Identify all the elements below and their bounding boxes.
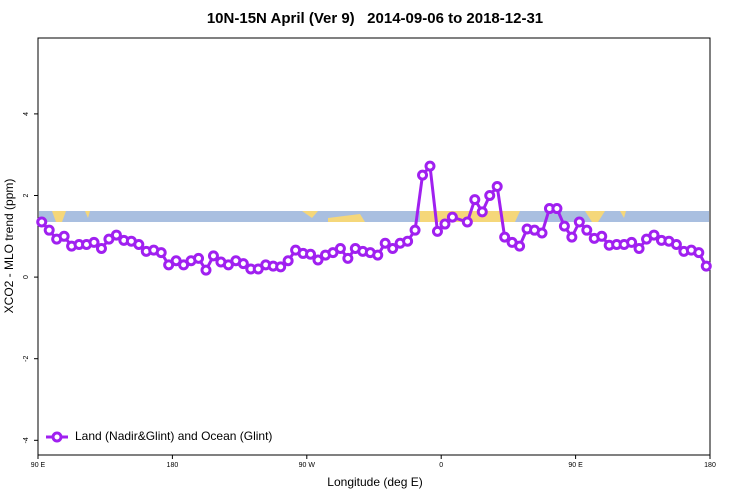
land-blob (52, 211, 66, 222)
point (566, 231, 578, 243)
point (387, 243, 399, 255)
point (372, 249, 384, 261)
point (476, 206, 488, 218)
point (88, 236, 100, 248)
point (499, 231, 511, 243)
point (312, 254, 324, 266)
legend-label: Land (Nadir&Glint) and Ocean (Glint) (75, 429, 272, 443)
point (58, 230, 70, 242)
point (581, 224, 593, 236)
point (207, 250, 219, 262)
point (596, 230, 608, 242)
point (282, 255, 294, 267)
point (439, 218, 451, 230)
point (626, 236, 638, 248)
point (431, 225, 443, 237)
x-tick-label: 0 (439, 462, 443, 469)
point (193, 252, 205, 264)
land-blob (85, 211, 90, 218)
land-blob (620, 211, 626, 218)
land-blob (585, 211, 605, 222)
point (693, 247, 705, 259)
legend-marker (51, 431, 63, 443)
y-tick-label: 2 (23, 193, 30, 197)
point (95, 243, 107, 255)
plot-frame (37, 37, 711, 456)
chart-title: 10N-15N April (Ver 9) 2014-09-06 to 2018… (207, 10, 543, 27)
point (110, 229, 122, 241)
y-tick-label: 0 (23, 275, 30, 279)
map-strip (39, 211, 709, 222)
point (514, 240, 526, 252)
x-tick-label: 90 W (299, 462, 316, 469)
point (409, 224, 421, 236)
x-tick-label: 90 E (568, 462, 583, 469)
x-tick-label: 180 (167, 462, 179, 469)
y-tick-label: -4 (23, 437, 30, 443)
point (342, 252, 354, 264)
point (461, 216, 473, 228)
point (43, 224, 55, 236)
point (155, 247, 167, 259)
point (633, 243, 645, 255)
point (573, 216, 585, 228)
legend: Land (Nadir&Glint) and Ocean (Glint) (39, 423, 279, 451)
point (36, 216, 48, 228)
point (700, 260, 712, 272)
point (469, 194, 481, 206)
point (491, 181, 503, 193)
ocean-strip (39, 211, 709, 222)
y-tick-label: 4 (23, 112, 30, 116)
point (275, 261, 287, 273)
y-tick-label: -2 (23, 355, 30, 361)
point (379, 237, 391, 249)
x-tick-label: 90 E (31, 462, 46, 469)
point (648, 229, 660, 241)
land-blob (302, 211, 318, 218)
legend-box (39, 423, 279, 451)
point (200, 264, 212, 276)
point (417, 169, 429, 181)
point (446, 211, 458, 223)
point (670, 238, 682, 250)
x-tick-label: 180 (704, 462, 716, 469)
land-blob (328, 214, 365, 222)
point (402, 235, 414, 247)
point (305, 248, 317, 260)
point (484, 189, 496, 201)
x-axis-label: Longitude (deg E) (327, 475, 422, 489)
point (237, 258, 249, 270)
y-axis-label: XCO2 - MLO trend (ppm) (2, 179, 16, 314)
point (334, 243, 346, 255)
point (536, 227, 548, 239)
point (558, 220, 570, 232)
point (133, 238, 145, 250)
point (551, 203, 563, 215)
point (424, 160, 436, 172)
